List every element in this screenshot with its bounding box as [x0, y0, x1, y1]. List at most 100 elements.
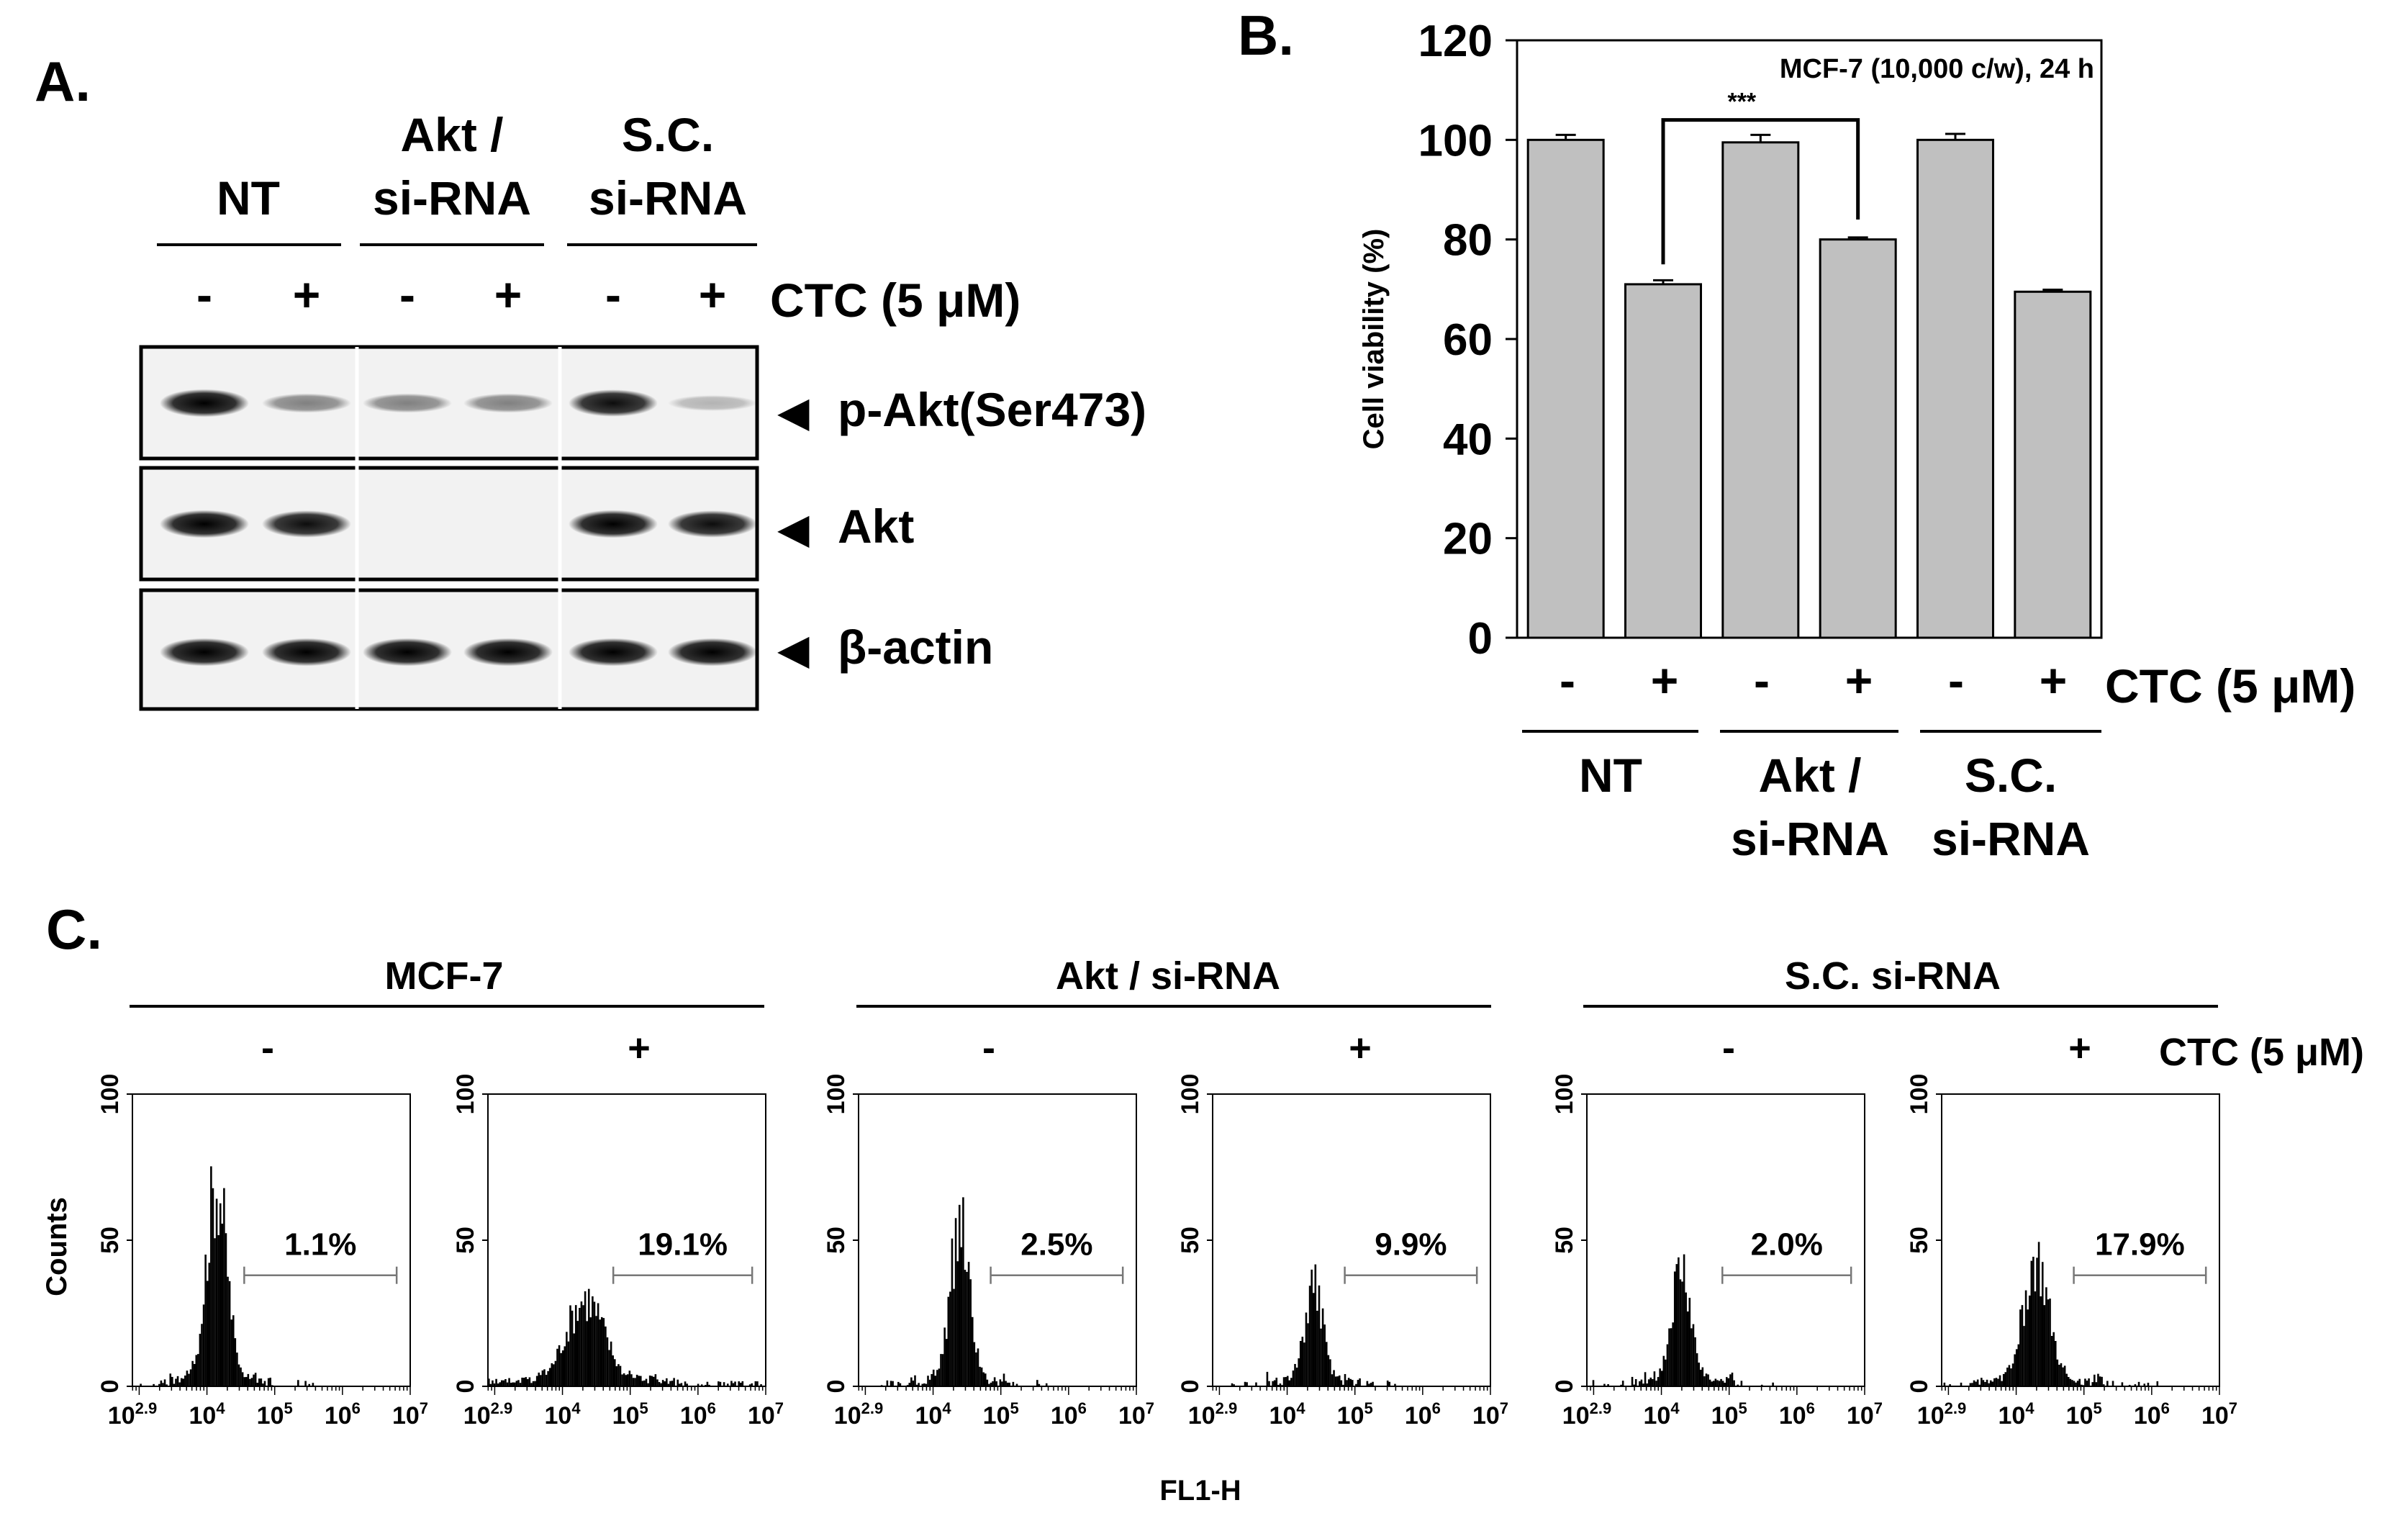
y-axis-label: Cell viability (%) — [1358, 229, 1390, 450]
b-sign-6: + — [2040, 654, 2068, 707]
gate-percent-label: 1.1% — [284, 1227, 356, 1263]
x-tick-label: 107 — [392, 1399, 428, 1430]
group-header-akt-line2: si-RNA — [373, 171, 531, 225]
x-tick-label: 104 — [189, 1399, 226, 1430]
group-header-nt-line2: NT — [217, 171, 280, 225]
c-y-axis-label: Counts — [41, 1197, 73, 1296]
c-sign-3: - — [982, 1026, 995, 1070]
x-tick-label: 102.9 — [1562, 1399, 1611, 1430]
histogram-bars — [880, 1197, 1048, 1386]
y-tick-label: 50 — [823, 1227, 850, 1254]
c-sign-5: - — [1722, 1026, 1735, 1070]
group-header-sc-line2: si-RNA — [589, 171, 747, 225]
treatment-label-b: CTC (5 μM) — [2105, 659, 2355, 713]
histogram-panel: 100 50 0 102.9 104 105 106 107 2.0% — [1551, 1074, 1883, 1430]
y-tick-label: 20 — [1443, 515, 1493, 564]
blot-band — [262, 510, 351, 538]
histogram-panel: 100 50 0 102.9 104 105 106 107 1.1% — [96, 1074, 428, 1430]
y-tick-label: 100 — [1551, 1074, 1578, 1115]
blot-band — [160, 638, 249, 667]
blot-label-pakt: p-Akt(Ser473) — [838, 383, 1146, 436]
x-tick-label: 105 — [612, 1399, 648, 1430]
gate-percent-label: 9.9% — [1375, 1227, 1447, 1263]
y-tick-label: 40 — [1443, 415, 1493, 464]
x-tick-label: 105 — [1337, 1399, 1373, 1430]
y-tick-label: 0 — [1551, 1380, 1578, 1394]
blot-arrow-actin: ◀ — [777, 626, 810, 673]
gate-percent-label: 2.5% — [1020, 1227, 1092, 1263]
x-tick-label: 107 — [1472, 1399, 1508, 1430]
y-tick-label: 0 — [1468, 614, 1493, 664]
significance-label: *** — [1727, 89, 1756, 116]
x-tick-label: 102.9 — [463, 1399, 512, 1430]
y-tick-label: 80 — [1443, 216, 1493, 266]
gate-percent-label: 17.9% — [2095, 1227, 2185, 1263]
histogram-frame — [132, 1093, 411, 1387]
sign-lane-4: + — [494, 268, 522, 321]
b-group-sc-line2: si-RNA — [1932, 812, 2090, 865]
y-tick-label: 100 — [96, 1074, 124, 1115]
sign-lane-5: - — [605, 268, 621, 321]
b-sign-5: - — [1948, 654, 1964, 707]
blot-band — [463, 393, 553, 413]
y-tick-label: 60 — [1443, 315, 1493, 365]
significance-bracket — [1661, 118, 1860, 265]
c-sign-4: + — [1349, 1026, 1372, 1070]
y-tick-label: 50 — [1551, 1227, 1578, 1254]
y-tick-label: 100 — [1906, 1074, 1933, 1115]
y-tick-label: 50 — [1906, 1227, 1933, 1254]
histogram-panel: 100 50 0 102.9 104 105 106 107 17.9% — [1906, 1074, 2237, 1430]
sign-lane-3: - — [399, 268, 415, 321]
bar — [2014, 290, 2092, 639]
y-tick-label: 50 — [452, 1227, 479, 1254]
viability-bar-chart: 0 20 40 60 80 100 120 Cell viability (%) MCF-7 (… — [1358, 17, 2103, 664]
histogram-bars — [1592, 1254, 1774, 1386]
y-tick-label: 0 — [1906, 1380, 1933, 1394]
x-tick-label: 107 — [2201, 1399, 2237, 1430]
blot-band — [668, 510, 757, 538]
bar — [1624, 283, 1702, 639]
c-sign-1: - — [261, 1026, 274, 1070]
panel-a-western-blot: A. NT Akt / si-RNA S.C. si-RNA - + - + -… — [35, 50, 1146, 711]
x-tick-label: 107 — [1118, 1399, 1154, 1430]
y-tick-label: 120 — [1418, 17, 1493, 66]
panel-c-letter: C. — [46, 898, 102, 961]
x-tick-label: 104 — [1644, 1399, 1680, 1430]
c-x-axis-label: FL1-H — [1159, 1475, 1241, 1507]
panel-c-flow-cytometry: C. MCF-7 Akt / si-RNA S.C. si-RNA - + - … — [41, 898, 2364, 1507]
blot-band — [569, 638, 658, 667]
x-tick-label: 106 — [680, 1399, 716, 1430]
chart-title: MCF-7 (10,000 c/w), 24 h — [1780, 54, 2094, 84]
b-group-akt-line2: si-RNA — [1731, 812, 1889, 865]
y-tick-label: 50 — [1177, 1227, 1204, 1254]
sign-lane-1: - — [196, 268, 212, 321]
bar — [1916, 138, 1994, 639]
y-tick-label: 0 — [96, 1380, 124, 1394]
histogram-frame — [1212, 1093, 1491, 1387]
x-tick-label: 107 — [1847, 1399, 1883, 1430]
blot-band — [160, 510, 249, 538]
histogram-panel: 100 50 0 102.9 104 105 106 107 9.9% — [1177, 1074, 1508, 1430]
panel-b-letter: B. — [1238, 4, 1294, 67]
x-tick-label: 106 — [1779, 1399, 1815, 1430]
x-tick-label: 105 — [1711, 1399, 1747, 1430]
c-sign-2: + — [628, 1026, 651, 1070]
c-group-sc: S.C. si-RNA — [1785, 954, 2001, 998]
histogram-frame — [1586, 1093, 1865, 1387]
x-tick-label: 104 — [1999, 1399, 2035, 1430]
group-header-sc-line1: S.C. — [622, 108, 714, 161]
gate-percent-label: 2.0% — [1751, 1227, 1823, 1263]
x-tick-label: 106 — [325, 1399, 361, 1430]
y-tick-label: 0 — [1177, 1380, 1204, 1394]
c-sign-6: + — [2068, 1026, 2091, 1070]
bar — [1819, 238, 1897, 639]
blot-band — [363, 638, 452, 667]
x-tick-label: 102.9 — [108, 1399, 157, 1430]
blot-label-actin: β-actin — [838, 620, 993, 674]
treatment-label-c: CTC (5 μM) — [2159, 1031, 2364, 1074]
histogram-bars — [487, 1288, 762, 1386]
x-tick-label: 104 — [1269, 1399, 1306, 1430]
